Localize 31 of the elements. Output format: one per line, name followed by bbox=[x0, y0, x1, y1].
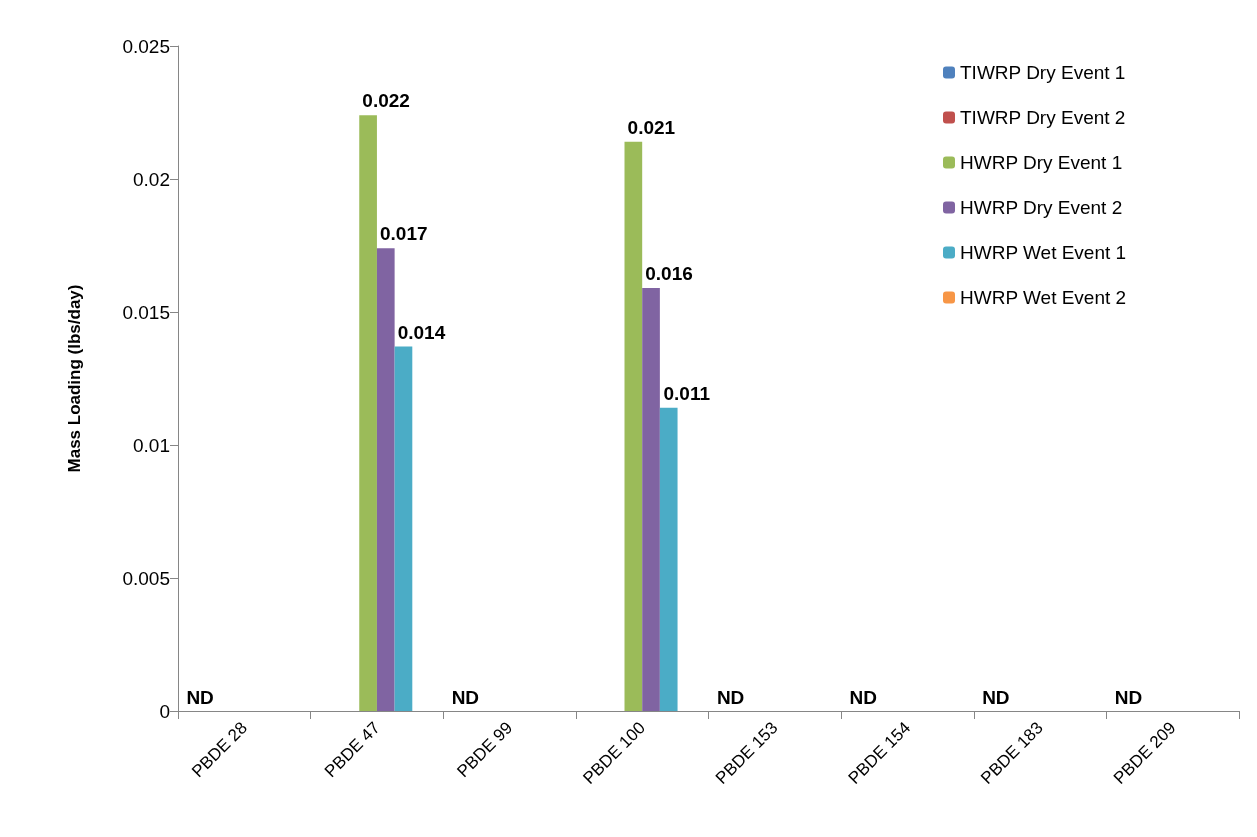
legend-label: TIWRP Dry Event 2 bbox=[960, 107, 1126, 128]
annotation: ND bbox=[849, 687, 877, 708]
bar bbox=[659, 407, 678, 711]
bar bbox=[624, 141, 643, 711]
annotation: ND bbox=[716, 687, 745, 708]
bar bbox=[394, 346, 413, 711]
annotation: ND bbox=[1114, 687, 1143, 708]
legend-label: HWRP Wet Event 2 bbox=[960, 287, 1127, 308]
y-tick-label: 0 bbox=[159, 700, 170, 722]
legend-label: HWRP Dry Event 1 bbox=[960, 152, 1123, 173]
data-label: 0.017 bbox=[380, 223, 428, 245]
bar bbox=[642, 288, 660, 711]
annotation: ND bbox=[186, 687, 214, 708]
data-label: 0.011 bbox=[663, 382, 711, 404]
data-label: 0.021 bbox=[627, 116, 676, 138]
bar bbox=[376, 248, 395, 711]
y-tick-label: 0.025 bbox=[122, 35, 170, 57]
y-tick-label: 0.02 bbox=[133, 168, 170, 190]
annotation: ND bbox=[982, 687, 1010, 708]
y-tick-label: 0.015 bbox=[122, 301, 170, 323]
y-axis-title: Mass Loading (lbs/day) bbox=[65, 284, 84, 473]
bar bbox=[359, 115, 377, 711]
data-label: 0.022 bbox=[362, 90, 410, 112]
legend-label: TIWRP Dry Event 1 bbox=[960, 62, 1126, 83]
y-tick-label: 0.005 bbox=[122, 567, 170, 589]
data-label: 0.014 bbox=[397, 321, 446, 343]
y-tick-label: 0.01 bbox=[133, 434, 170, 456]
annotation: ND bbox=[451, 687, 480, 708]
data-label: 0.016 bbox=[645, 263, 693, 285]
legend-label: HWRP Dry Event 2 bbox=[960, 197, 1123, 218]
legend-label: HWRP Wet Event 1 bbox=[960, 242, 1127, 263]
